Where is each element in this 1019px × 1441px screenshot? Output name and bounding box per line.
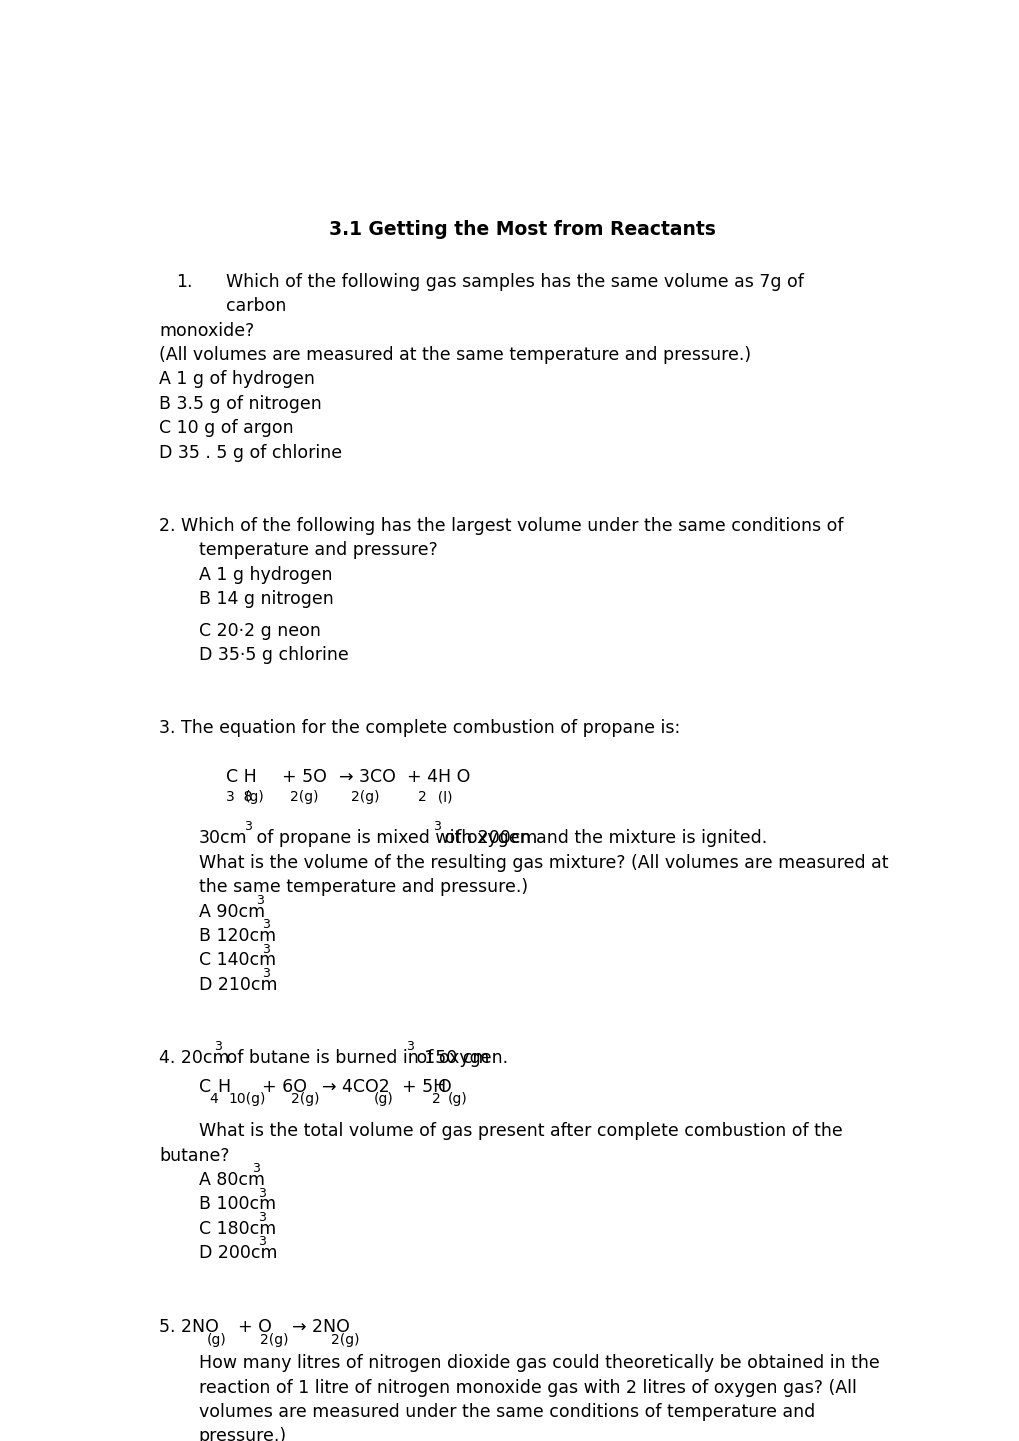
Text: 3: 3 — [406, 1040, 414, 1053]
Text: + 4H O: + 4H O — [407, 768, 470, 787]
Text: 10(g): 10(g) — [228, 1092, 266, 1105]
Text: 2: 2 — [431, 1092, 440, 1105]
Text: A 1 g of hydrogen: A 1 g of hydrogen — [159, 370, 315, 389]
Text: 4. 20cm: 4. 20cm — [159, 1049, 229, 1066]
Text: B 120cm: B 120cm — [199, 927, 275, 945]
Text: B 14 g nitrogen: B 14 g nitrogen — [199, 591, 333, 608]
Text: C H: C H — [226, 768, 257, 787]
Text: 2(g): 2(g) — [260, 1333, 288, 1347]
Text: reaction of 1 litre of nitrogen monoxide gas with 2 litres of oxygen gas? (All: reaction of 1 litre of nitrogen monoxide… — [199, 1379, 856, 1396]
Text: B 100cm: B 100cm — [199, 1196, 275, 1213]
Text: → 4CO2: → 4CO2 — [322, 1078, 389, 1097]
Text: 3: 3 — [258, 1210, 266, 1223]
Text: C 20·2 g neon: C 20·2 g neon — [199, 623, 320, 640]
Text: D 200cm: D 200cm — [199, 1245, 277, 1262]
Text: → 2NO: → 2NO — [291, 1317, 350, 1336]
Text: (g): (g) — [206, 1333, 226, 1347]
Text: of oxygen and the mixture is ignited.: of oxygen and the mixture is ignited. — [438, 830, 766, 847]
Text: 2(g): 2(g) — [289, 790, 318, 804]
Text: C 140cm: C 140cm — [199, 951, 275, 970]
Text: + 5H: + 5H — [401, 1078, 445, 1097]
Text: 3  8: 3 8 — [226, 790, 253, 804]
Text: 3: 3 — [262, 918, 269, 931]
Text: What is the total volume of gas present after complete combustion of the: What is the total volume of gas present … — [199, 1123, 842, 1140]
Text: D 35 . 5 g of chlorine: D 35 . 5 g of chlorine — [159, 444, 342, 461]
Text: 3. The equation for the complete combustion of propane is:: 3. The equation for the complete combust… — [159, 719, 680, 738]
Text: O: O — [438, 1078, 451, 1097]
Text: of propane is mixed with 200cm: of propane is mixed with 200cm — [251, 830, 537, 847]
Text: + O: + O — [238, 1317, 272, 1336]
Text: D 210cm: D 210cm — [199, 976, 277, 994]
Text: 3.1 Getting the Most from Reactants: 3.1 Getting the Most from Reactants — [329, 219, 715, 239]
Text: A 80cm: A 80cm — [199, 1172, 264, 1189]
Text: (l): (l) — [428, 790, 451, 804]
Text: C 180cm: C 180cm — [199, 1221, 275, 1238]
Text: of butane is burned in 150 cm: of butane is burned in 150 cm — [220, 1049, 489, 1066]
Text: (All volumes are measured at the same temperature and pressure.): (All volumes are measured at the same te… — [159, 346, 751, 365]
Text: carbon: carbon — [226, 297, 286, 316]
Text: 3: 3 — [258, 1186, 266, 1199]
Text: 3: 3 — [256, 893, 264, 906]
Text: 3: 3 — [245, 820, 252, 833]
Text: + 5O: + 5O — [281, 768, 326, 787]
Text: How many litres of nitrogen dioxide gas could theoretically be obtained in the: How many litres of nitrogen dioxide gas … — [199, 1355, 878, 1372]
Text: 2. Which of the following has the largest volume under the same conditions of: 2. Which of the following has the larges… — [159, 517, 843, 535]
Text: (g): (g) — [373, 1092, 392, 1105]
Text: C 10 g of argon: C 10 g of argon — [159, 419, 293, 437]
Text: Which of the following gas samples has the same volume as 7g of: Which of the following gas samples has t… — [226, 272, 803, 291]
Text: 1.: 1. — [176, 272, 193, 291]
Text: 2: 2 — [418, 790, 427, 804]
Text: (g): (g) — [447, 1092, 467, 1105]
Text: temperature and pressure?: temperature and pressure? — [199, 542, 437, 559]
Text: C: C — [199, 1078, 211, 1097]
Text: A 1 g hydrogen: A 1 g hydrogen — [199, 566, 332, 584]
Text: 3: 3 — [252, 1163, 260, 1176]
Text: 30cm: 30cm — [199, 830, 247, 847]
Text: 3: 3 — [262, 967, 269, 980]
Text: 2(g): 2(g) — [351, 790, 379, 804]
Text: pressure.): pressure.) — [199, 1428, 286, 1441]
Text: + 6O: + 6O — [262, 1078, 307, 1097]
Text: D 35·5 g chlorine: D 35·5 g chlorine — [199, 646, 348, 664]
Text: 5. 2NO: 5. 2NO — [159, 1317, 219, 1336]
Text: butane?: butane? — [159, 1147, 229, 1164]
Text: → 3CO: → 3CO — [339, 768, 395, 787]
Text: 3: 3 — [262, 942, 269, 955]
Text: B 3.5 g of nitrogen: B 3.5 g of nitrogen — [159, 395, 322, 412]
Text: 2(g): 2(g) — [290, 1092, 319, 1105]
Text: the same temperature and pressure.): the same temperature and pressure.) — [199, 878, 527, 896]
Text: 2(g): 2(g) — [330, 1333, 359, 1347]
Text: 3: 3 — [258, 1235, 266, 1248]
Text: volumes are measured under the same conditions of temperature and: volumes are measured under the same cond… — [199, 1404, 814, 1421]
Text: A 90cm: A 90cm — [199, 902, 265, 921]
Text: (g): (g) — [245, 790, 264, 804]
Text: H: H — [217, 1078, 229, 1097]
Text: 3: 3 — [214, 1040, 222, 1053]
Text: What is the volume of the resulting gas mixture? (All volumes are measured at: What is the volume of the resulting gas … — [199, 853, 888, 872]
Text: 4: 4 — [210, 1092, 218, 1105]
Text: 3: 3 — [432, 820, 440, 833]
Text: monoxide?: monoxide? — [159, 321, 254, 340]
Text: of oxygen.: of oxygen. — [411, 1049, 507, 1066]
